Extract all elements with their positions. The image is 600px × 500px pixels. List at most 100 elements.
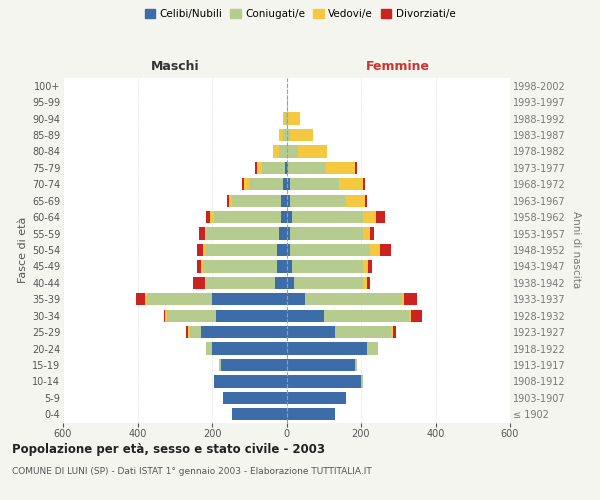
- Bar: [275, 276, 287, 289]
- Bar: [290, 228, 363, 239]
- Bar: [363, 178, 365, 190]
- Bar: [363, 276, 367, 289]
- Bar: [298, 146, 328, 158]
- Bar: [361, 376, 363, 388]
- Bar: [188, 326, 190, 338]
- Bar: [216, 310, 287, 322]
- Legend: Celibi/Nubili, Coniugati/e, Vedovi/e, Divorziati/e: Celibi/Nubili, Coniugati/e, Vedovi/e, Di…: [140, 5, 460, 24]
- Y-axis label: Fasce di età: Fasce di età: [17, 217, 28, 283]
- Bar: [136, 293, 145, 306]
- Bar: [205, 276, 206, 289]
- Bar: [346, 194, 365, 207]
- Bar: [262, 162, 284, 174]
- Bar: [223, 392, 287, 404]
- Bar: [277, 260, 287, 272]
- Bar: [287, 359, 355, 371]
- Bar: [249, 178, 283, 190]
- Bar: [227, 194, 229, 207]
- Bar: [166, 310, 167, 322]
- Bar: [279, 129, 283, 141]
- Bar: [355, 359, 357, 371]
- Bar: [197, 244, 203, 256]
- Text: Popolazione per età, sesso e stato civile - 2003: Popolazione per età, sesso e stato civil…: [12, 442, 325, 456]
- Bar: [287, 178, 290, 190]
- Bar: [164, 310, 166, 322]
- Bar: [338, 178, 363, 190]
- Bar: [289, 112, 299, 124]
- Bar: [287, 129, 290, 141]
- Bar: [287, 376, 361, 388]
- Bar: [145, 293, 147, 306]
- Bar: [284, 112, 287, 124]
- Bar: [212, 293, 287, 306]
- Bar: [287, 342, 367, 354]
- Bar: [287, 146, 298, 158]
- Bar: [201, 326, 287, 338]
- Bar: [203, 260, 277, 272]
- Bar: [287, 211, 292, 224]
- Bar: [363, 260, 368, 272]
- Bar: [287, 276, 294, 289]
- Bar: [221, 359, 287, 371]
- Bar: [404, 293, 417, 306]
- Bar: [205, 228, 206, 239]
- Bar: [287, 326, 335, 338]
- Bar: [287, 162, 289, 174]
- Bar: [206, 211, 210, 224]
- Bar: [205, 244, 277, 256]
- Bar: [281, 194, 287, 207]
- Bar: [287, 293, 305, 306]
- Bar: [367, 276, 370, 289]
- Bar: [335, 326, 391, 338]
- Bar: [292, 260, 363, 272]
- Bar: [287, 96, 289, 108]
- Text: Femmine: Femmine: [366, 60, 430, 72]
- Bar: [244, 178, 249, 190]
- Bar: [257, 162, 262, 174]
- Bar: [281, 211, 287, 224]
- Bar: [220, 359, 221, 371]
- Bar: [391, 326, 392, 338]
- Bar: [287, 112, 289, 124]
- Bar: [290, 194, 346, 207]
- Bar: [193, 276, 205, 289]
- Bar: [290, 244, 370, 256]
- Bar: [279, 228, 287, 239]
- Bar: [290, 129, 313, 141]
- Bar: [292, 211, 363, 224]
- Bar: [287, 228, 290, 239]
- Bar: [287, 310, 324, 322]
- Bar: [229, 194, 232, 207]
- Text: COMUNE DI LUNI (SP) - Dati ISTAT 1° gennaio 2003 - Elaborazione TUTTITALIA.IT: COMUNE DI LUNI (SP) - Dati ISTAT 1° genn…: [12, 468, 372, 476]
- Bar: [305, 293, 402, 306]
- Bar: [147, 293, 212, 306]
- Bar: [368, 260, 372, 272]
- Bar: [232, 194, 281, 207]
- Bar: [363, 211, 376, 224]
- Bar: [167, 310, 216, 322]
- Bar: [283, 129, 287, 141]
- Bar: [287, 408, 335, 420]
- Bar: [279, 146, 287, 158]
- Bar: [190, 326, 201, 338]
- Bar: [283, 112, 284, 124]
- Bar: [274, 146, 279, 158]
- Bar: [287, 194, 290, 207]
- Bar: [290, 178, 338, 190]
- Bar: [206, 228, 279, 239]
- Bar: [206, 276, 275, 289]
- Bar: [232, 408, 287, 420]
- Text: Maschi: Maschi: [151, 60, 199, 72]
- Bar: [294, 276, 363, 289]
- Bar: [284, 162, 287, 174]
- Bar: [283, 178, 287, 190]
- Bar: [324, 310, 409, 322]
- Bar: [370, 228, 374, 239]
- Bar: [370, 244, 380, 256]
- Bar: [203, 244, 205, 256]
- Bar: [287, 244, 290, 256]
- Bar: [210, 211, 214, 224]
- Bar: [277, 244, 287, 256]
- Bar: [186, 326, 188, 338]
- Bar: [402, 293, 404, 306]
